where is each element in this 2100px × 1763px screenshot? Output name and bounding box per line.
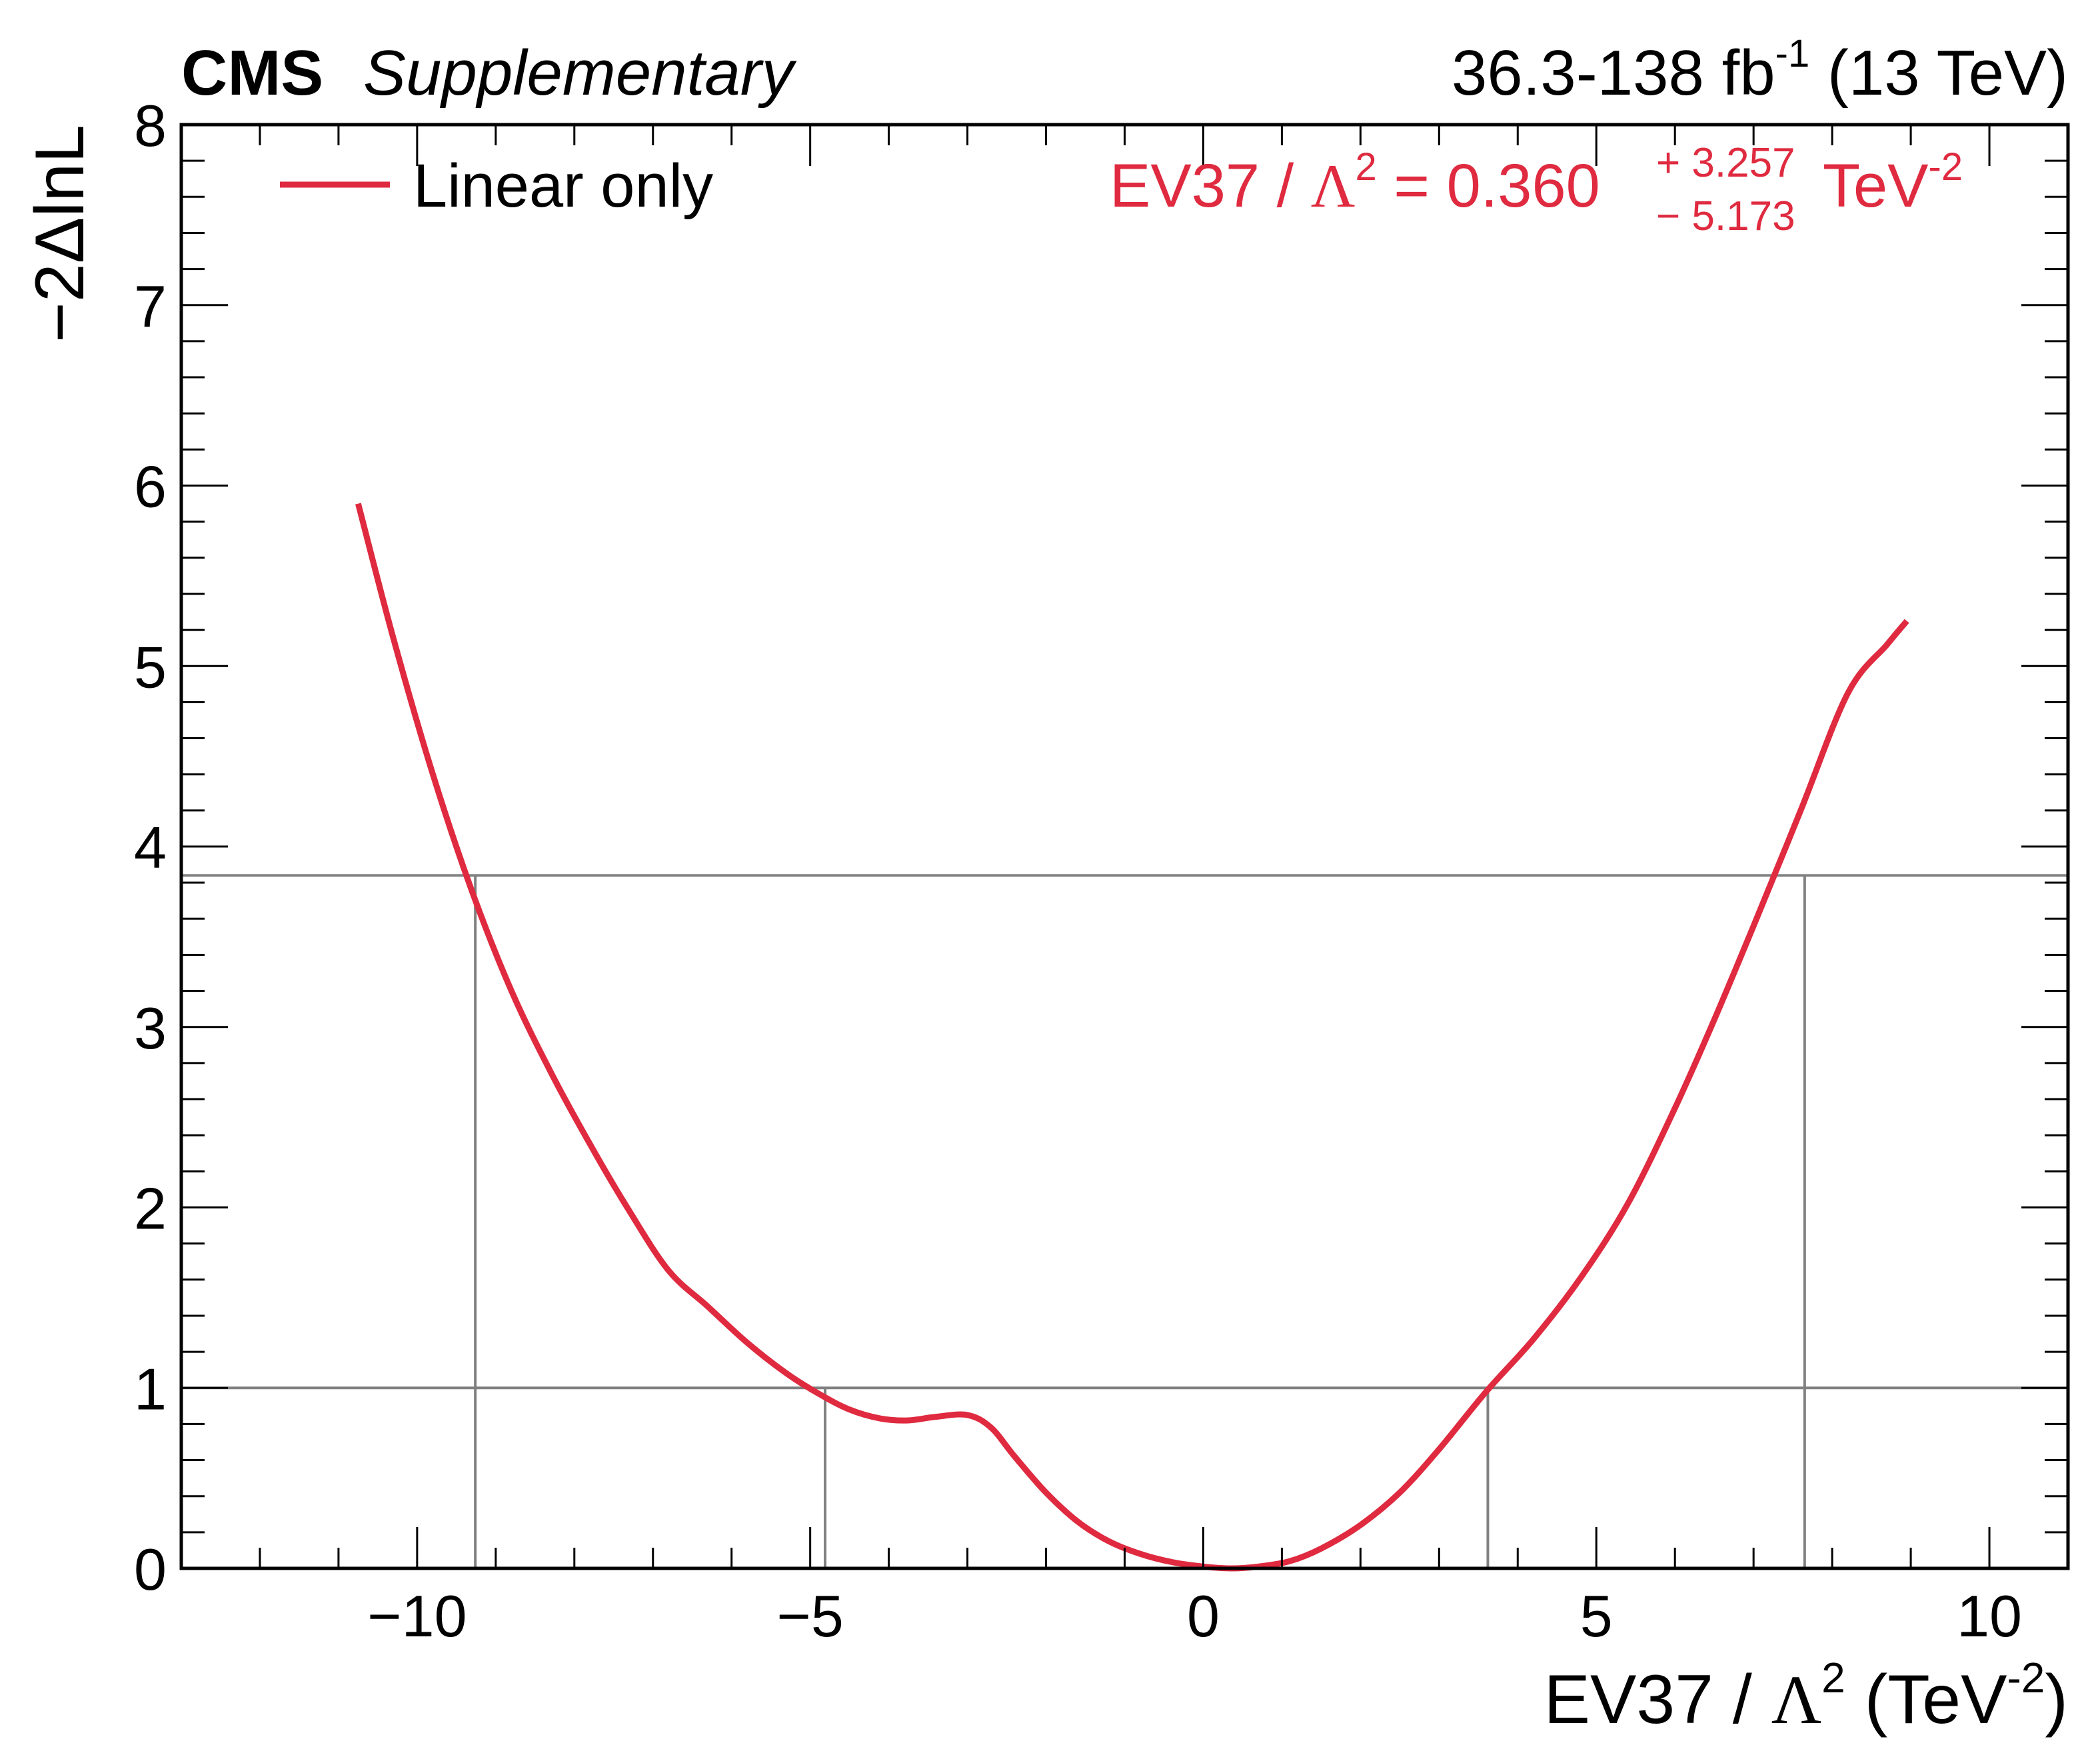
y-tick-label: 4 bbox=[134, 815, 167, 881]
lumi-exponent: -1 bbox=[1775, 32, 1810, 75]
luminosity-label: 36.3-138 fb-1 (13 TeV) bbox=[1452, 32, 2068, 109]
reference-lines bbox=[181, 874, 2068, 1568]
x-title-lambda: Λ bbox=[1771, 1662, 1821, 1738]
result-lambda: Λ bbox=[1311, 152, 1356, 220]
y-tick-label: 1 bbox=[134, 1356, 167, 1422]
lumi-prefix: 36.3-138 fb bbox=[1452, 37, 1775, 109]
axis-tick-labels: −10 −5 0 5 10 0 1 2 3 4 5 6 7 8 bbox=[134, 93, 2022, 1649]
result-upper-uncertainty: + 3.257 bbox=[1656, 140, 1795, 186]
legend-label: Linear only bbox=[413, 152, 713, 220]
y-tick-label: 8 bbox=[134, 93, 167, 159]
likelihood-curve-linear-only bbox=[355, 503, 1909, 1572]
x-title-lambda-exponent: 2 bbox=[1821, 1654, 1845, 1702]
y-axis-title: −2ΔlnL bbox=[21, 125, 99, 343]
result-unit: TeV-2 bbox=[1823, 145, 1963, 220]
axis-ticks bbox=[180, 123, 2069, 1570]
result-lhs: EV37 / bbox=[1110, 152, 1311, 220]
y-tick-label: 5 bbox=[134, 634, 167, 700]
x-title-unit-close: ) bbox=[2045, 1661, 2068, 1738]
curve-group bbox=[355, 503, 1909, 1572]
y-tick-label: 3 bbox=[134, 995, 167, 1061]
result-value: = 0.360 bbox=[1377, 152, 1600, 220]
y-tick-label: 2 bbox=[134, 1176, 167, 1242]
x-title-unit-exponent: -2 bbox=[2007, 1654, 2045, 1702]
result-main: EV37 / Λ2 = 0.360 bbox=[1110, 145, 1600, 220]
experiment-label: CMS bbox=[181, 37, 323, 109]
lumi-suffix: (13 TeV) bbox=[1809, 37, 2068, 109]
x-tick-label: 5 bbox=[1580, 1583, 1613, 1649]
x-tick-label: −5 bbox=[776, 1583, 843, 1649]
result-unit-base: TeV bbox=[1823, 152, 1929, 220]
status-label: Supplementary bbox=[363, 37, 797, 109]
result-lower-uncertainty: − 5.173 bbox=[1656, 193, 1795, 239]
fit-result-annotation: EV37 / Λ2 = 0.360 + 3.257 − 5.173 TeV-2 bbox=[1110, 140, 1963, 239]
x-title-unit-open: (TeV bbox=[1845, 1661, 2007, 1738]
x-title-main: EV37 / bbox=[1544, 1661, 1771, 1738]
x-tick-label: 10 bbox=[1957, 1583, 2022, 1649]
y-tick-label: 6 bbox=[134, 454, 167, 520]
result-unit-exponent: -2 bbox=[1929, 145, 1963, 189]
x-tick-label: 0 bbox=[1187, 1583, 1220, 1649]
x-axis-title: EV37 / Λ2 (TeV-2) bbox=[1544, 1654, 2068, 1738]
result-lambda-exponent: 2 bbox=[1355, 145, 1376, 189]
y-tick-label: 0 bbox=[134, 1536, 167, 1602]
x-tick-label: −10 bbox=[367, 1583, 467, 1649]
y-tick-label: 7 bbox=[134, 273, 167, 339]
